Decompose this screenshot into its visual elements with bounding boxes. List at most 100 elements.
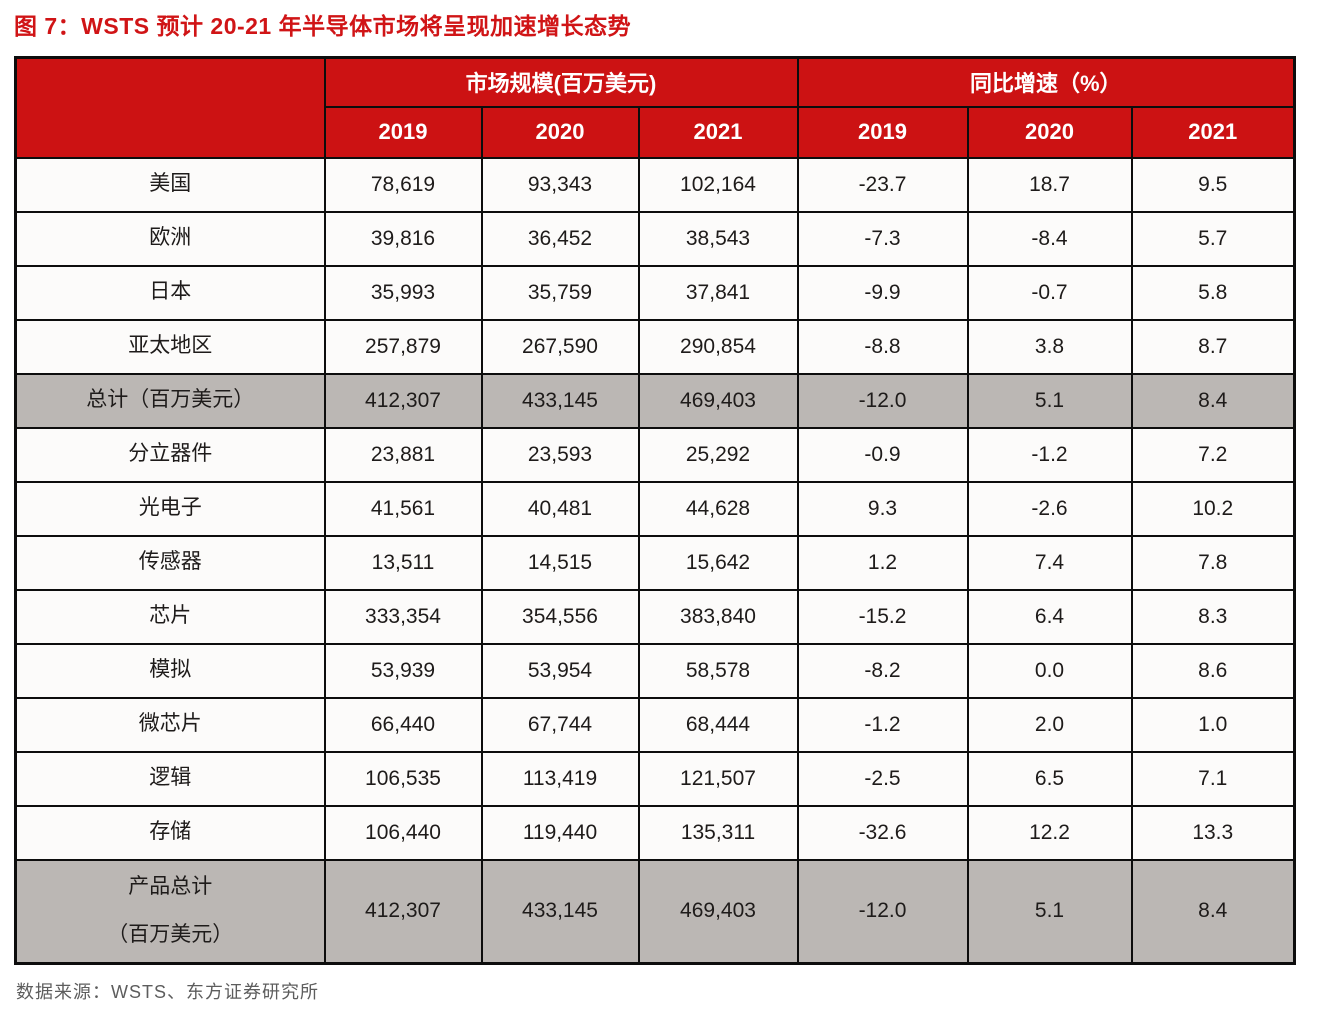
- cell-value: -8.2: [796, 642, 969, 699]
- table-row: 亚太地区 257,879 267,590 290,854 -8.8 3.8 8.7: [14, 318, 1296, 375]
- cell-value: 1.2: [796, 534, 969, 591]
- cell-value: 6.4: [966, 588, 1133, 645]
- cell-value: 53,954: [480, 642, 640, 699]
- cell-value: 9.3: [796, 480, 969, 537]
- year-header-2020-growth: 2020: [966, 105, 1133, 159]
- cell-value: 23,593: [480, 426, 640, 483]
- year-header-row: 2019 2020 2021 2019 2020 2021: [16, 105, 1296, 159]
- group-header-market-size: 市场规模(百万美元): [323, 56, 799, 108]
- cell-value: 40,481: [480, 480, 640, 537]
- corner-cell: [14, 56, 326, 159]
- cell-value: 5.7: [1130, 210, 1296, 267]
- cell-value: 412,307: [323, 858, 483, 965]
- cell-value: 5.1: [966, 372, 1133, 429]
- table-row: 芯片 333,354 354,556 383,840 -15.2 6.4 8.3: [14, 588, 1296, 645]
- cell-value: 35,993: [323, 264, 483, 321]
- cell-value: 8.7: [1130, 318, 1296, 375]
- cell-value: 102,164: [637, 156, 799, 213]
- row-label: 芯片: [14, 588, 326, 645]
- cell-value: 66,440: [323, 696, 483, 753]
- cell-value: 113,419: [480, 750, 640, 807]
- cell-value: 121,507: [637, 750, 799, 807]
- table-row: 微芯片 66,440 67,744 68,444 -1.2 2.0 1.0: [14, 696, 1296, 753]
- table-row: 总计（百万美元） 412,307 433,145 469,403 -12.0 5.1 8.4: [14, 372, 1296, 429]
- cell-value: 13,511: [323, 534, 483, 591]
- cell-value: 290,854: [637, 318, 799, 375]
- cell-value: 267,590: [480, 318, 640, 375]
- row-label: 日本: [14, 264, 326, 321]
- cell-value: 39,816: [323, 210, 483, 267]
- cell-value: 412,307: [323, 372, 483, 429]
- cell-value: 12.2: [966, 804, 1133, 861]
- cell-value: 7.2: [1130, 426, 1296, 483]
- cell-value: -15.2: [796, 588, 969, 645]
- cell-value: 36,452: [480, 210, 640, 267]
- cell-value: 37,841: [637, 264, 799, 321]
- cell-value: 13.3: [1130, 804, 1296, 861]
- cell-value: 8.4: [1130, 372, 1296, 429]
- cell-value: 7.1: [1130, 750, 1296, 807]
- row-label: 传感器: [14, 534, 326, 591]
- cell-value: 3.8: [966, 318, 1133, 375]
- year-header-2019-size: 2019: [323, 105, 483, 159]
- cell-value: 38,543: [637, 210, 799, 267]
- cell-value: 7.8: [1130, 534, 1296, 591]
- cell-value: 35,759: [480, 264, 640, 321]
- cell-value: 333,354: [323, 588, 483, 645]
- table-row: 逻辑 106,535 113,419 121,507 -2.5 6.5 7.1: [14, 750, 1296, 807]
- row-label: 逻辑: [14, 750, 326, 807]
- cell-value: 58,578: [637, 642, 799, 699]
- row-label: 光电子: [14, 480, 326, 537]
- year-header-2020-size: 2020: [480, 105, 640, 159]
- cell-value: 0.0: [966, 642, 1133, 699]
- cell-value: 9.5: [1130, 156, 1296, 213]
- cell-value: 8.4: [1130, 858, 1296, 965]
- cell-value: 15,642: [637, 534, 799, 591]
- cell-value: 6.5: [966, 750, 1133, 807]
- cell-value: -0.9: [796, 426, 969, 483]
- table-row: 美国 78,619 93,343 102,164 -23.7 18.7 9.5: [14, 156, 1296, 213]
- cell-value: 383,840: [637, 588, 799, 645]
- cell-value: -7.3: [796, 210, 969, 267]
- cell-value: -32.6: [796, 804, 969, 861]
- year-header-2021-size: 2021: [637, 105, 799, 159]
- year-header-2019-growth: 2019: [796, 105, 969, 159]
- data-source: 数据来源：WSTS、东方证券研究所: [16, 982, 319, 1002]
- table-row: 光电子 41,561 40,481 44,628 9.3 -2.6 10.2: [14, 480, 1296, 537]
- group-header-yoy-growth: 同比增速（%）: [796, 56, 1296, 108]
- cell-value: 5.8: [1130, 264, 1296, 321]
- cell-value: 67,744: [480, 696, 640, 753]
- row-label: 分立器件: [14, 426, 326, 483]
- cell-value: -0.7: [966, 264, 1133, 321]
- cell-value: -2.5: [796, 750, 969, 807]
- cell-value: -23.7: [796, 156, 969, 213]
- cell-value: 135,311: [637, 804, 799, 861]
- semiconductor-market-table: 市场规模(百万美元) 同比增速（%） 2019 2020 2021 2019 2…: [14, 56, 1297, 965]
- cell-value: -1.2: [796, 696, 969, 753]
- cell-value: 106,535: [323, 750, 483, 807]
- cell-value: 78,619: [323, 156, 483, 213]
- year-header-2021-growth: 2021: [1130, 105, 1296, 159]
- figure-title: 图 7：WSTS 预计 20-21 年半导体市场将呈现加速增长态势: [14, 13, 632, 39]
- table-row: 传感器 13,511 14,515 15,642 1.2 7.4 7.8: [14, 534, 1296, 591]
- cell-value: 119,440: [480, 804, 640, 861]
- cell-value: 469,403: [637, 858, 799, 965]
- table-row: 分立器件 23,881 23,593 25,292 -0.9 -1.2 7.2: [14, 426, 1296, 483]
- row-label: 美国: [14, 156, 326, 213]
- cell-value: -12.0: [796, 858, 969, 965]
- row-label: 微芯片: [14, 696, 326, 753]
- cell-value: 2.0: [966, 696, 1133, 753]
- table-row: 存储 106,440 119,440 135,311 -32.6 12.2 13.3: [14, 804, 1296, 861]
- row-label: 欧洲: [14, 210, 326, 267]
- table-row: 模拟 53,939 53,954 58,578 -8.2 0.0 8.6: [14, 642, 1296, 699]
- cell-value: -2.6: [966, 480, 1133, 537]
- cell-value: 53,939: [323, 642, 483, 699]
- cell-value: 8.3: [1130, 588, 1296, 645]
- cell-value: 18.7: [966, 156, 1133, 213]
- cell-value: 25,292: [637, 426, 799, 483]
- cell-value: 68,444: [637, 696, 799, 753]
- cell-value: 5.1: [966, 858, 1133, 965]
- cell-value: 14,515: [480, 534, 640, 591]
- cell-value: 10.2: [1130, 480, 1296, 537]
